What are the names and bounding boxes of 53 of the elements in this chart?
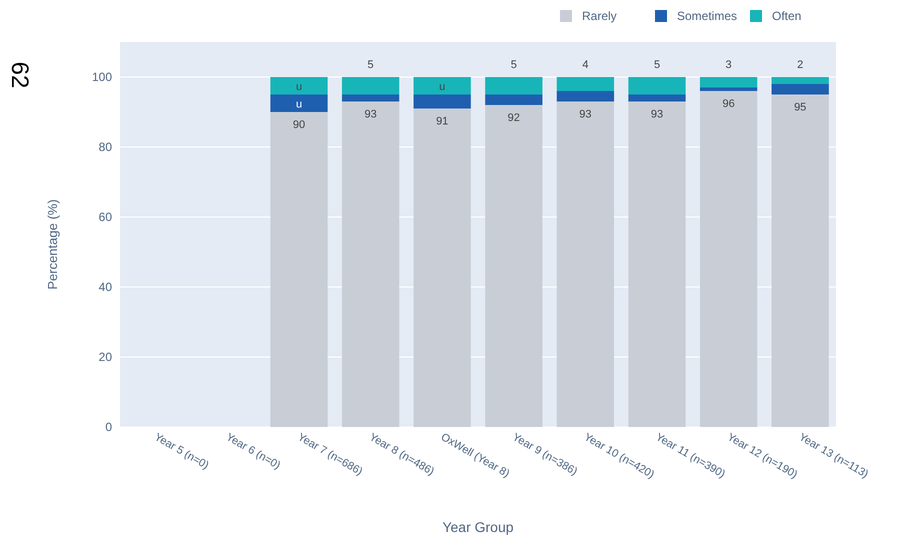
data-label: 4 [582, 59, 588, 71]
bar [414, 108, 471, 427]
y-tick-label: 100 [92, 70, 112, 84]
bar [628, 77, 686, 94]
bar [700, 77, 758, 88]
bar [628, 102, 686, 427]
bar [700, 91, 758, 427]
bar [556, 91, 614, 102]
bar [628, 94, 686, 102]
data-label: u [296, 80, 302, 93]
data-label: 3 [726, 59, 732, 71]
legend-label: Sometimes [677, 9, 738, 23]
data-label: 5 [368, 59, 374, 71]
bar [342, 94, 400, 102]
y-axis-title: Percentage (%) [45, 199, 60, 290]
data-label: 96 [722, 98, 735, 110]
data-label: 90 [292, 119, 306, 131]
bar [772, 84, 829, 94]
data-label: 5 [510, 59, 517, 71]
data-label: 5 [654, 59, 660, 71]
data-label: 95 [794, 102, 806, 114]
bar [772, 94, 829, 427]
data-label: u [439, 80, 446, 93]
data-label: 93 [579, 108, 592, 120]
legend-label: Rarely [582, 9, 617, 23]
data-label: 93 [364, 108, 377, 120]
bar [556, 77, 614, 91]
data-label: u [296, 98, 302, 110]
data-label: 92 [508, 112, 520, 124]
bar [342, 77, 400, 94]
bar [485, 105, 542, 427]
data-label: 2 [797, 59, 804, 71]
bar [700, 88, 758, 91]
text: 62 [6, 62, 33, 88]
x-axis-title: Year Group [442, 519, 514, 535]
bar [414, 94, 471, 108]
bar [772, 77, 829, 84]
data-label: 93 [650, 108, 664, 120]
bar [556, 102, 614, 427]
bar [342, 102, 400, 427]
y-tick-label: 80 [98, 140, 112, 154]
y-tick-label: 0 [105, 420, 112, 434]
y-tick-label: 60 [98, 210, 112, 224]
y-tick-label: 40 [98, 280, 112, 294]
bar [270, 94, 328, 112]
legend-label: Often [772, 9, 802, 23]
bar [270, 77, 328, 94]
y-tick-label: 20 [98, 350, 112, 364]
bar [270, 112, 328, 427]
bar [414, 77, 471, 94]
bar [485, 77, 542, 94]
data-label: 91 [436, 116, 448, 128]
bar [485, 94, 542, 105]
